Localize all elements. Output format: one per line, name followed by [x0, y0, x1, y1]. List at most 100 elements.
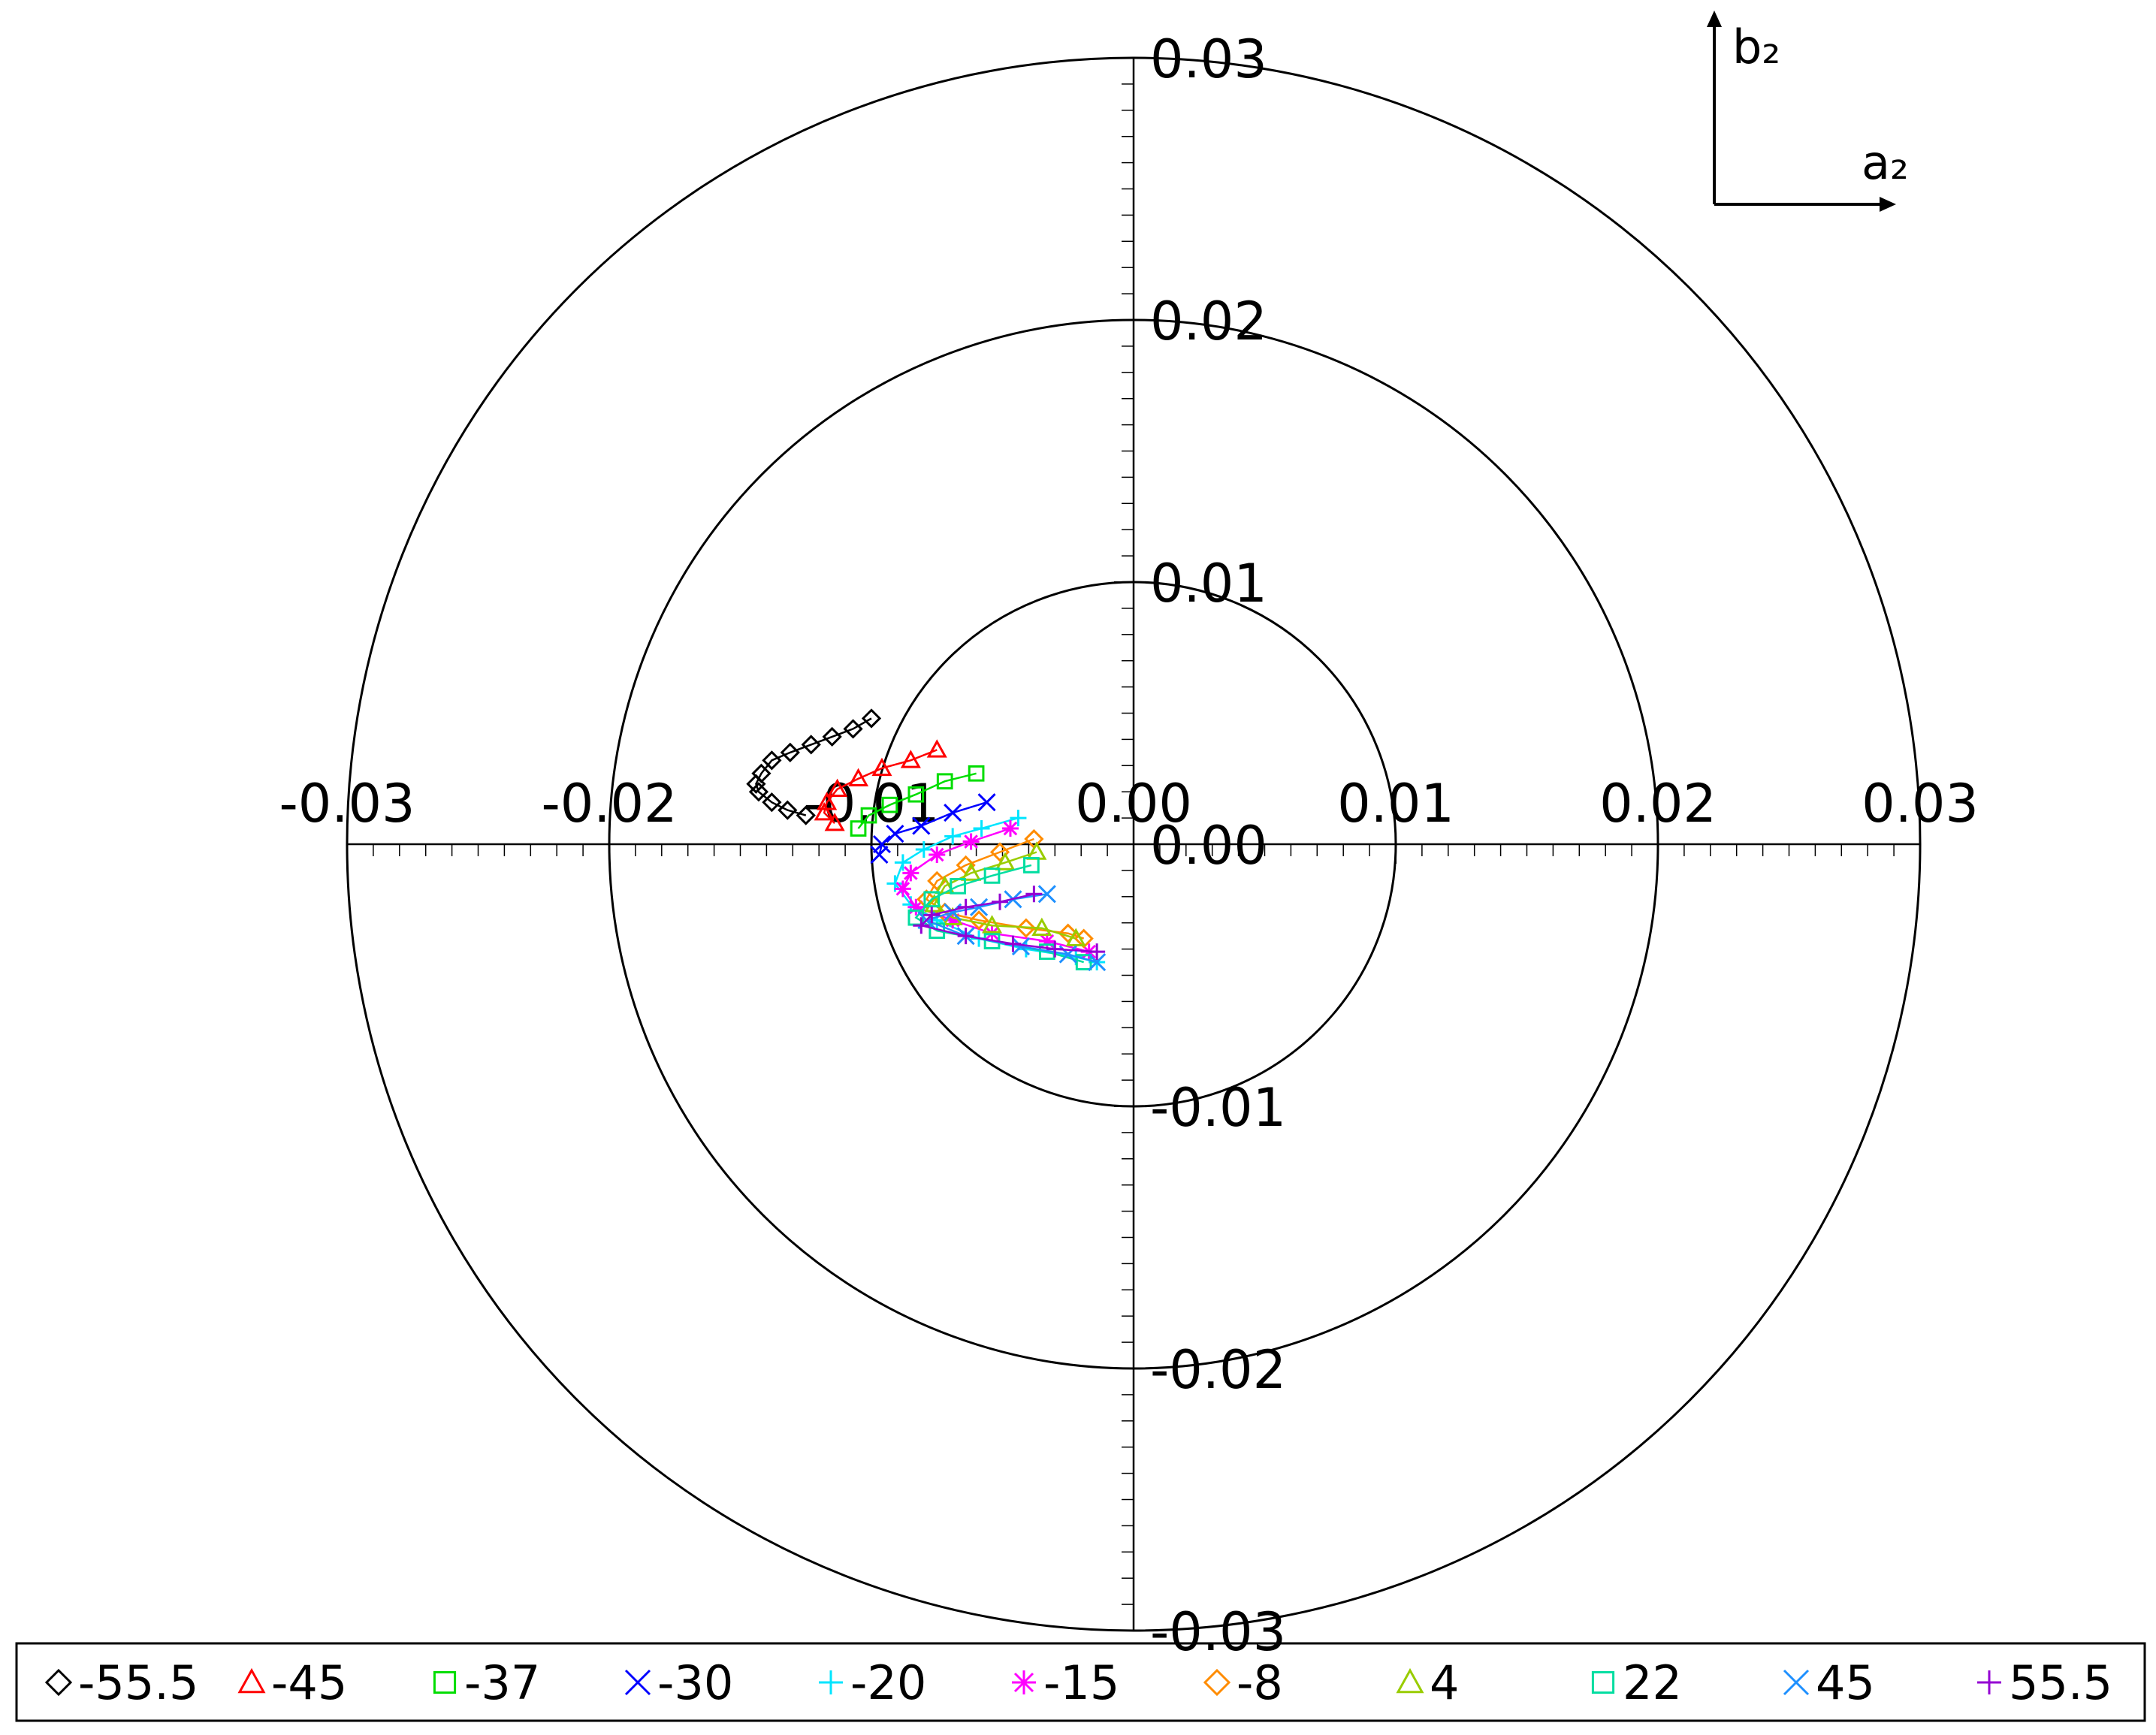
point — [973, 820, 990, 837]
legend-label: -37 — [464, 1655, 540, 1710]
point — [881, 796, 898, 813]
point — [1016, 918, 1037, 938]
point — [762, 750, 782, 771]
x-tick-label: 0.02 — [1599, 773, 1717, 834]
point — [850, 820, 867, 837]
point — [1026, 841, 1047, 860]
point — [944, 804, 962, 822]
point — [902, 864, 919, 882]
legend-marker — [1783, 1669, 1810, 1696]
point — [1004, 935, 1022, 952]
x-tick-label: 0.01 — [1337, 773, 1454, 834]
point — [923, 907, 941, 924]
point — [1010, 810, 1027, 827]
point — [1046, 940, 1064, 958]
point — [778, 800, 798, 820]
point — [1025, 886, 1043, 903]
y-tick-label: -0.03 — [1150, 1601, 1286, 1663]
point — [1089, 943, 1106, 961]
legend-label: -30 — [657, 1655, 733, 1710]
point — [870, 845, 889, 864]
y-tick-label: 0.01 — [1150, 553, 1267, 614]
point — [871, 757, 892, 777]
point — [989, 842, 1010, 862]
point — [929, 846, 946, 863]
point — [944, 912, 962, 929]
point — [861, 708, 882, 729]
point — [801, 735, 821, 755]
point — [1058, 923, 1078, 943]
point — [1037, 885, 1056, 904]
point — [780, 742, 800, 762]
point — [894, 854, 911, 871]
legend-marker — [624, 1669, 651, 1696]
legend-marker — [1012, 1670, 1036, 1694]
point — [843, 719, 863, 739]
point — [957, 898, 974, 916]
point — [916, 889, 937, 910]
point — [983, 868, 1001, 884]
x-tick-label: 0.03 — [1862, 773, 1979, 834]
point — [957, 928, 974, 945]
point — [968, 910, 989, 931]
point — [1011, 937, 1030, 956]
point — [923, 891, 941, 908]
y-tick-label: -0.01 — [1150, 1077, 1286, 1139]
point — [894, 880, 911, 898]
legend-label: 4 — [1430, 1655, 1459, 1710]
legend-marker — [1396, 1667, 1424, 1694]
legend-label: -45 — [271, 1655, 347, 1710]
point — [860, 807, 877, 824]
point — [872, 834, 892, 854]
legend-label: 45 — [1816, 1655, 1875, 1710]
point — [912, 816, 931, 835]
point — [977, 793, 996, 812]
legend-label: -15 — [1043, 1655, 1119, 1710]
annotation: b₂ — [1732, 20, 1780, 74]
series-line — [901, 827, 1090, 953]
legend-label: 22 — [1623, 1655, 1682, 1710]
point — [827, 778, 848, 798]
point — [995, 852, 1016, 871]
legend-marker — [1203, 1668, 1231, 1697]
series-line — [933, 851, 1076, 940]
point — [1001, 820, 1019, 837]
point — [907, 898, 925, 916]
a-arrow-head — [1880, 197, 1896, 212]
point — [748, 782, 769, 802]
series-line — [755, 717, 872, 816]
x-tick-label: -0.03 — [279, 773, 415, 834]
legend-label: 55.5 — [2009, 1655, 2112, 1710]
y-tick-label: -0.02 — [1150, 1339, 1286, 1401]
point — [970, 898, 989, 916]
point — [822, 726, 842, 747]
legend-label: -20 — [850, 1655, 926, 1710]
point — [992, 893, 1009, 910]
point — [824, 812, 845, 831]
point — [900, 750, 921, 768]
b-arrow-head — [1707, 11, 1722, 27]
point — [915, 840, 932, 858]
point — [1088, 952, 1107, 972]
point — [1065, 928, 1086, 946]
point — [926, 739, 947, 758]
point — [1023, 857, 1040, 874]
point — [814, 802, 835, 821]
point — [968, 765, 985, 782]
point — [1031, 917, 1052, 936]
annotation: a₂ — [1862, 135, 1909, 190]
x-tick-label: 0.00 — [1075, 773, 1192, 834]
point — [981, 915, 1003, 934]
legend-label: -55.5 — [78, 1655, 198, 1710]
point — [962, 833, 980, 850]
legend-marker — [1977, 1670, 2001, 1694]
legend-marker — [819, 1670, 843, 1694]
point — [796, 805, 816, 825]
legend-box — [15, 1642, 2146, 1722]
point — [927, 871, 947, 891]
point — [1075, 954, 1092, 970]
point — [886, 824, 904, 843]
legend-marker — [1591, 1670, 1615, 1694]
y-tick-label: 0.02 — [1150, 291, 1267, 352]
